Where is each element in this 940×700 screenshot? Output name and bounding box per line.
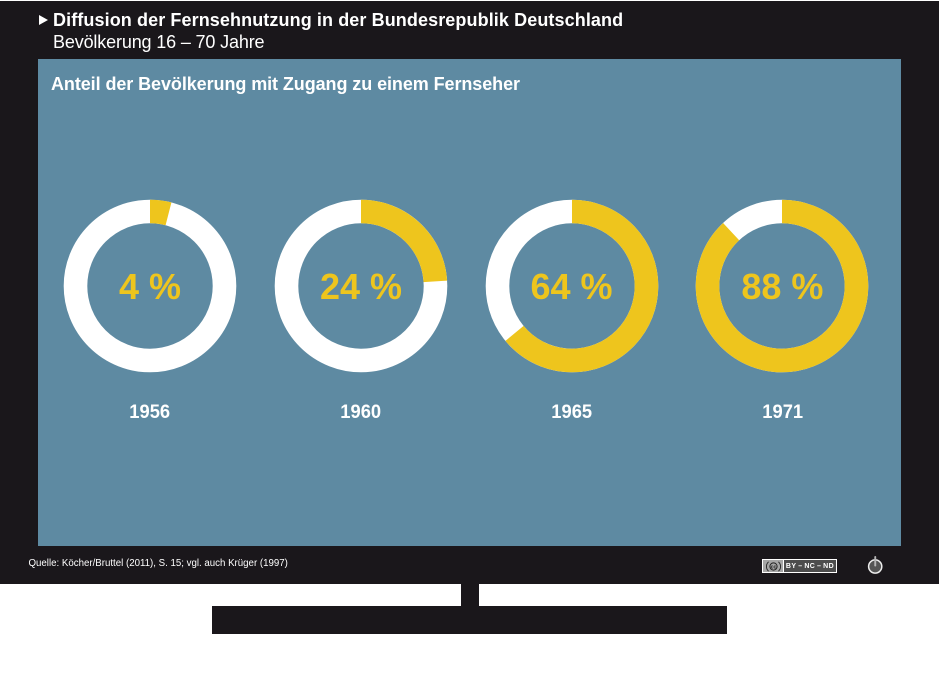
svg-text:cc: cc: [770, 564, 776, 570]
